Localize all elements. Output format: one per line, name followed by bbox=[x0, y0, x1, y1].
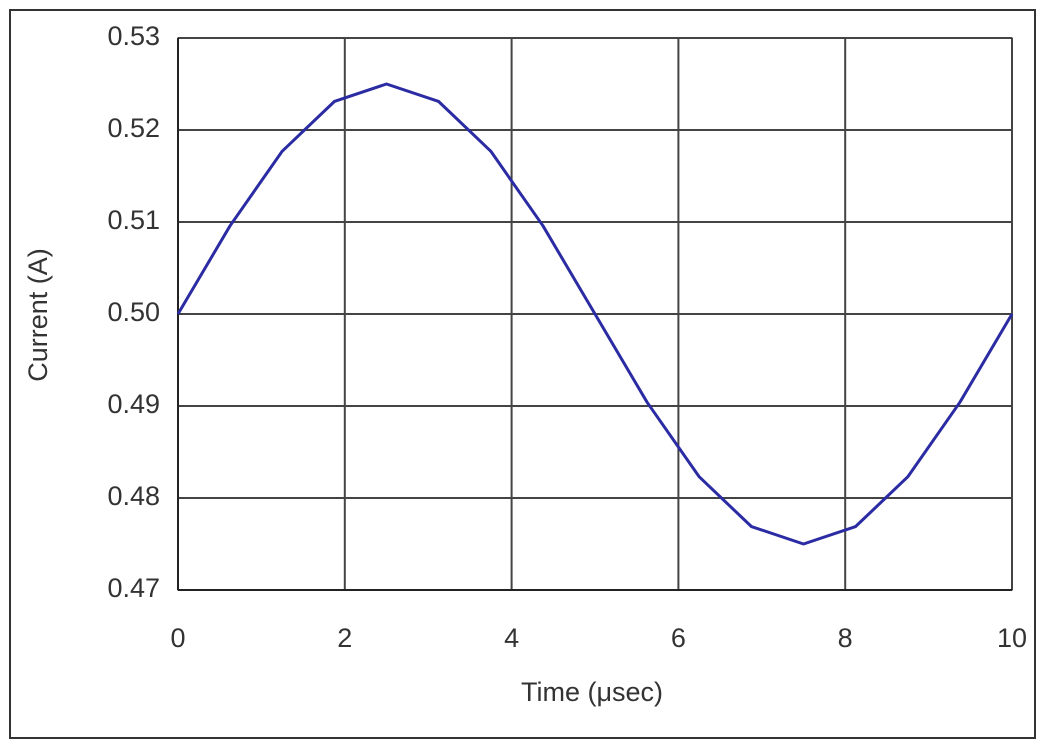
y-tick-label: 0.52 bbox=[107, 113, 160, 143]
x-tick-label: 2 bbox=[337, 623, 352, 653]
x-tick-label: 0 bbox=[170, 623, 185, 653]
y-tick-label: 0.50 bbox=[107, 297, 160, 327]
x-tick-label: 8 bbox=[838, 623, 853, 653]
y-tick-label: 0.47 bbox=[107, 573, 160, 603]
x-axis-label: Time (μsec) bbox=[521, 677, 663, 707]
y-tick-label: 0.48 bbox=[107, 481, 160, 511]
y-tick-label: 0.51 bbox=[107, 205, 160, 235]
y-axis-label: Current (A) bbox=[23, 248, 53, 382]
data-line bbox=[176, 82, 1014, 546]
x-tick-label: 10 bbox=[997, 623, 1027, 653]
y-tick-label: 0.53 bbox=[107, 21, 160, 51]
y-tick-label: 0.49 bbox=[107, 389, 160, 419]
x-tick-label: 6 bbox=[671, 623, 686, 653]
x-tick-label: 4 bbox=[504, 623, 519, 653]
